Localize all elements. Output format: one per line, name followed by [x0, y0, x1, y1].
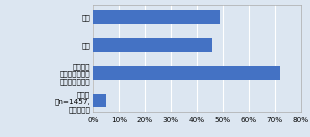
- Bar: [93, 10, 220, 24]
- Bar: [93, 38, 212, 52]
- Bar: [93, 66, 280, 80]
- Bar: [93, 94, 106, 108]
